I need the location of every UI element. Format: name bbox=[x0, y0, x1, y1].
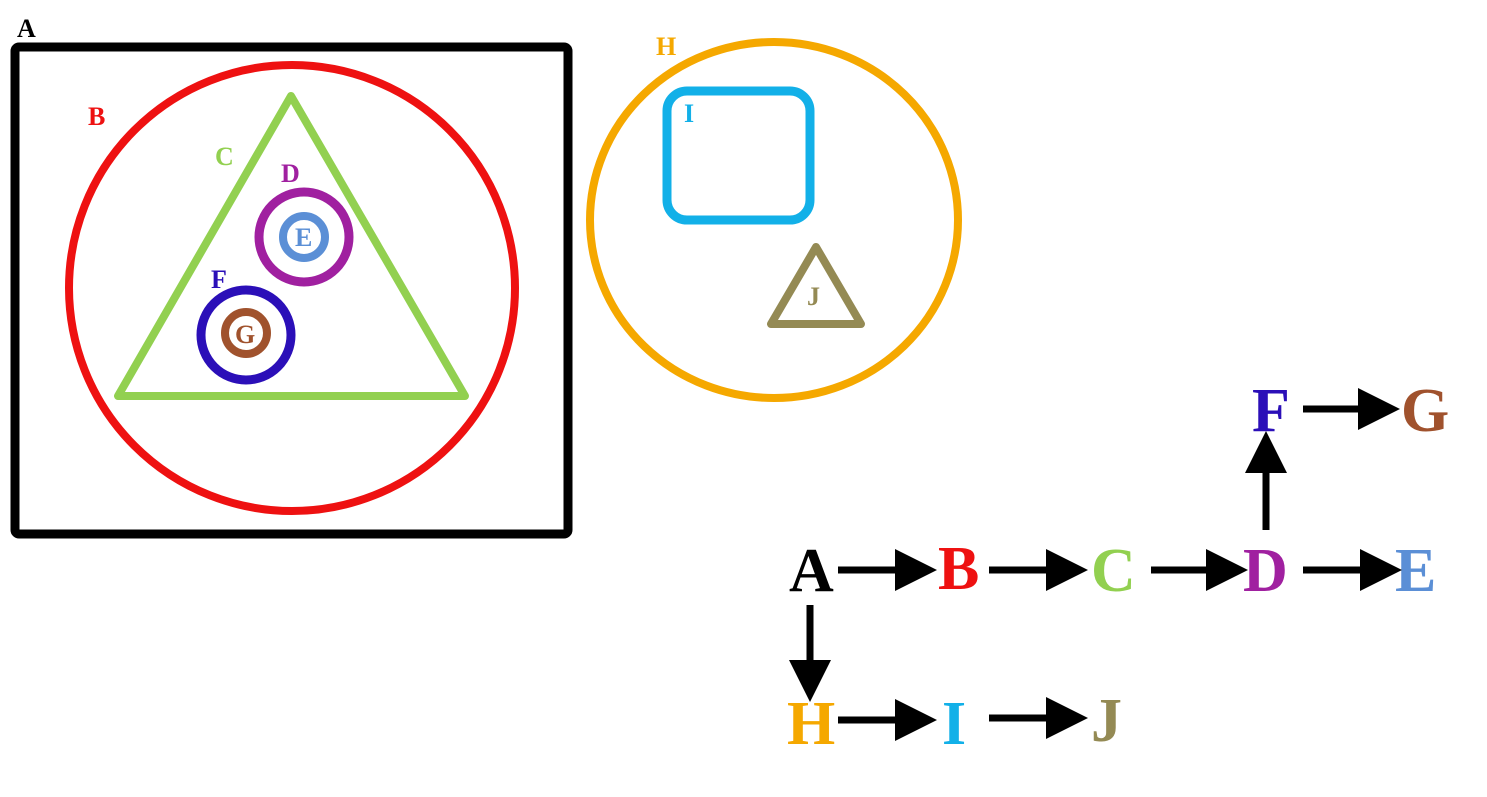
label-c: C bbox=[215, 142, 234, 171]
tree-node-g: G bbox=[1401, 377, 1449, 445]
tree-node-b: B bbox=[938, 535, 979, 603]
label-f: F bbox=[211, 265, 227, 294]
tree-node-a: A bbox=[789, 537, 834, 605]
label-h: H bbox=[656, 32, 676, 61]
label-i: I bbox=[684, 99, 694, 128]
label-g: G bbox=[235, 320, 255, 349]
shape-g-circle bbox=[221, 308, 271, 358]
tree-node-h: H bbox=[787, 690, 835, 758]
label-d: D bbox=[281, 159, 300, 188]
label-j: J bbox=[807, 282, 820, 311]
tree-diagram: A B C D E F G H I J bbox=[787, 377, 1449, 758]
shape-a-rectangle bbox=[10, 42, 573, 539]
tree-node-f: F bbox=[1252, 377, 1290, 445]
shape-h-circle bbox=[586, 38, 962, 402]
shape-c-triangle bbox=[114, 92, 469, 400]
shape-f-circle bbox=[196, 285, 296, 385]
tree-node-d: D bbox=[1243, 537, 1288, 605]
shape-e-circle bbox=[279, 212, 329, 262]
tree-node-e: E bbox=[1395, 537, 1436, 605]
shape-j-triangle bbox=[767, 243, 865, 328]
shape-d-circle bbox=[254, 187, 354, 287]
label-e: E bbox=[295, 223, 312, 252]
tree-node-i: I bbox=[942, 690, 966, 758]
label-a: A bbox=[17, 14, 36, 43]
nesting-diagram: A B C D E F G H I J bbox=[10, 14, 962, 539]
shape-b-circle bbox=[65, 61, 519, 515]
label-b: B bbox=[88, 102, 105, 131]
tree-node-j: J bbox=[1091, 687, 1122, 755]
shape-i-rounded-rectangle bbox=[662, 86, 815, 225]
tree-node-c: C bbox=[1091, 537, 1136, 605]
